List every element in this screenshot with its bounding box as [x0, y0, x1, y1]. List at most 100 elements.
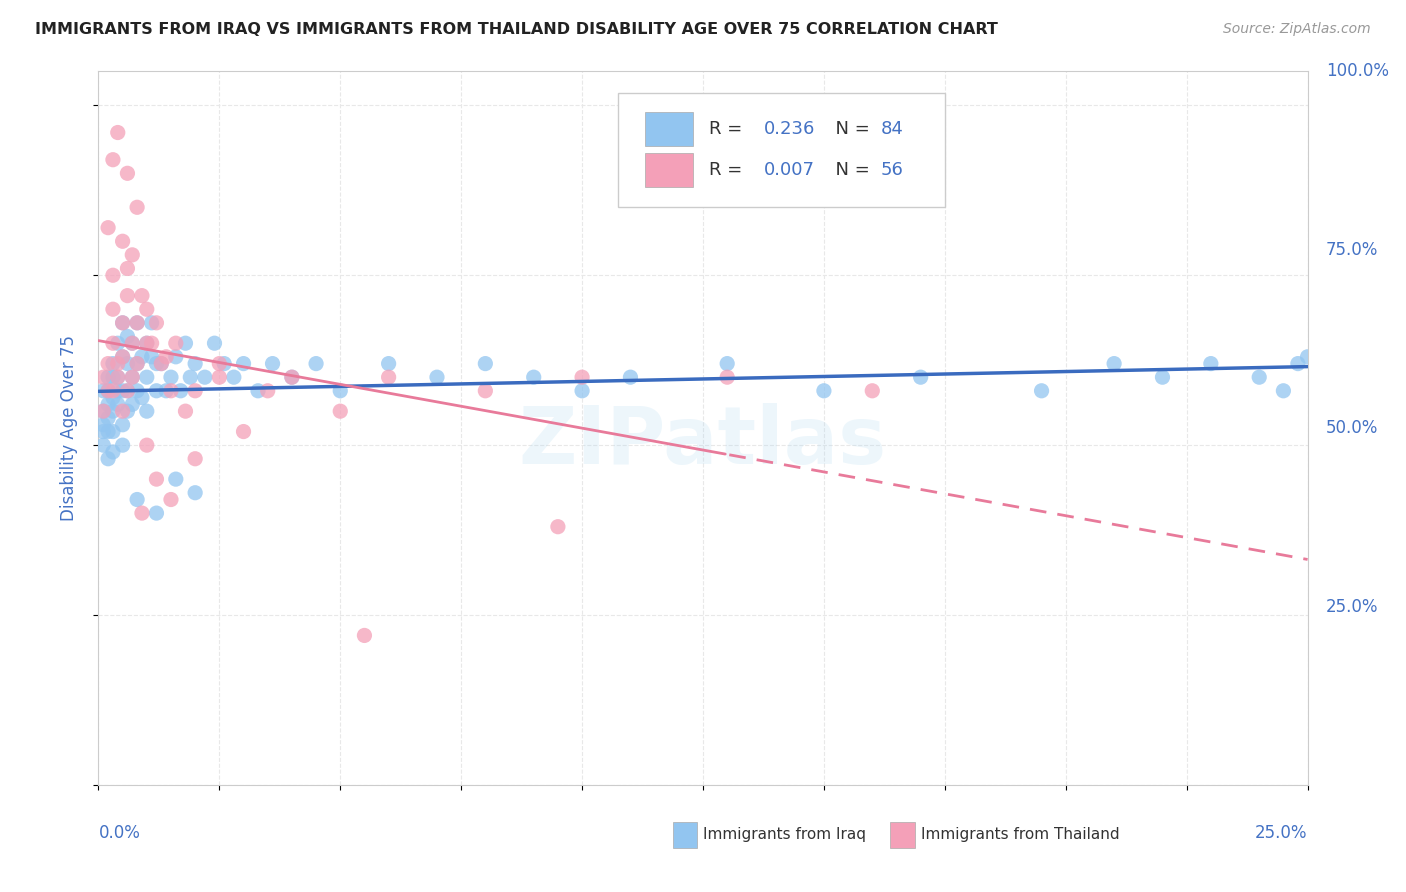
Point [571, 384, 593, 398]
Point [91, 404, 114, 418]
Point [97, 451, 120, 466]
Point [813, 384, 835, 398]
Point [571, 370, 593, 384]
Point [121, 370, 143, 384]
Point [111, 350, 134, 364]
Point [111, 438, 134, 452]
Point [97, 384, 120, 398]
Point [121, 336, 143, 351]
Point [155, 384, 177, 398]
FancyBboxPatch shape [619, 93, 945, 207]
Point [127, 200, 149, 214]
Point [111, 316, 134, 330]
Point [121, 336, 143, 351]
Text: 75.0%: 75.0% [1326, 241, 1378, 259]
Point [101, 302, 124, 317]
Point [329, 404, 352, 418]
Point [174, 336, 197, 351]
Point [281, 370, 304, 384]
Point [174, 404, 197, 418]
Point [131, 506, 153, 520]
Point [377, 370, 399, 384]
Point [179, 370, 201, 384]
Point [141, 350, 163, 364]
Point [117, 166, 139, 180]
Point [165, 472, 187, 486]
Point [426, 370, 449, 384]
Text: R =: R = [709, 120, 748, 138]
Point [117, 404, 139, 418]
Point [111, 316, 134, 330]
Point [107, 357, 129, 371]
Point [716, 357, 738, 371]
Text: N =: N = [824, 120, 876, 138]
Point [232, 357, 254, 371]
Point [160, 384, 183, 398]
Point [247, 384, 270, 398]
Point [91, 384, 114, 398]
Text: 84: 84 [880, 120, 904, 138]
Bar [672, 822, 697, 847]
Point [1102, 357, 1125, 371]
Point [135, 336, 157, 351]
Point [155, 350, 177, 364]
Point [1286, 357, 1309, 371]
Point [135, 404, 157, 418]
Point [97, 357, 120, 371]
Point [101, 425, 124, 439]
Point [101, 445, 124, 459]
Point [101, 268, 124, 283]
Point [101, 384, 124, 398]
Point [212, 357, 235, 371]
Text: 0.236: 0.236 [763, 120, 815, 138]
Point [107, 384, 129, 398]
Point [117, 288, 139, 302]
Point [97, 384, 120, 398]
Text: 25.0%: 25.0% [1256, 824, 1308, 842]
Point [145, 384, 167, 398]
Point [111, 234, 134, 248]
Point [256, 384, 278, 398]
Point [91, 425, 114, 439]
Point [127, 316, 149, 330]
Text: Source: ZipAtlas.com: Source: ZipAtlas.com [1223, 22, 1371, 37]
Point [91, 417, 114, 432]
Bar [645, 112, 693, 146]
Point [523, 370, 546, 384]
Point [117, 384, 139, 398]
Point [127, 316, 149, 330]
Point [121, 370, 143, 384]
Point [127, 357, 149, 371]
Point [97, 397, 120, 411]
Point [184, 451, 207, 466]
Point [91, 404, 114, 418]
Point [204, 336, 226, 351]
Bar [890, 822, 915, 847]
Point [910, 370, 932, 384]
Point [127, 384, 149, 398]
Point [474, 357, 496, 371]
Point [101, 336, 124, 351]
Point [127, 492, 149, 507]
Point [117, 384, 139, 398]
Point [377, 357, 399, 371]
Text: 56: 56 [880, 161, 904, 178]
Point [194, 370, 217, 384]
Y-axis label: Disability Age Over 75: Disability Age Over 75 [59, 335, 77, 521]
Point [111, 417, 134, 432]
Point [145, 506, 167, 520]
Point [107, 370, 129, 384]
Point [131, 288, 153, 302]
Point [1296, 350, 1319, 364]
Point [107, 370, 129, 384]
Point [262, 357, 284, 371]
Point [97, 411, 120, 425]
Point [101, 404, 124, 418]
Point [184, 384, 207, 398]
Point [135, 438, 157, 452]
Point [135, 370, 157, 384]
Point [716, 370, 738, 384]
Point [1031, 384, 1053, 398]
Point [145, 357, 167, 371]
Text: ZIPatlas: ZIPatlas [519, 403, 887, 482]
